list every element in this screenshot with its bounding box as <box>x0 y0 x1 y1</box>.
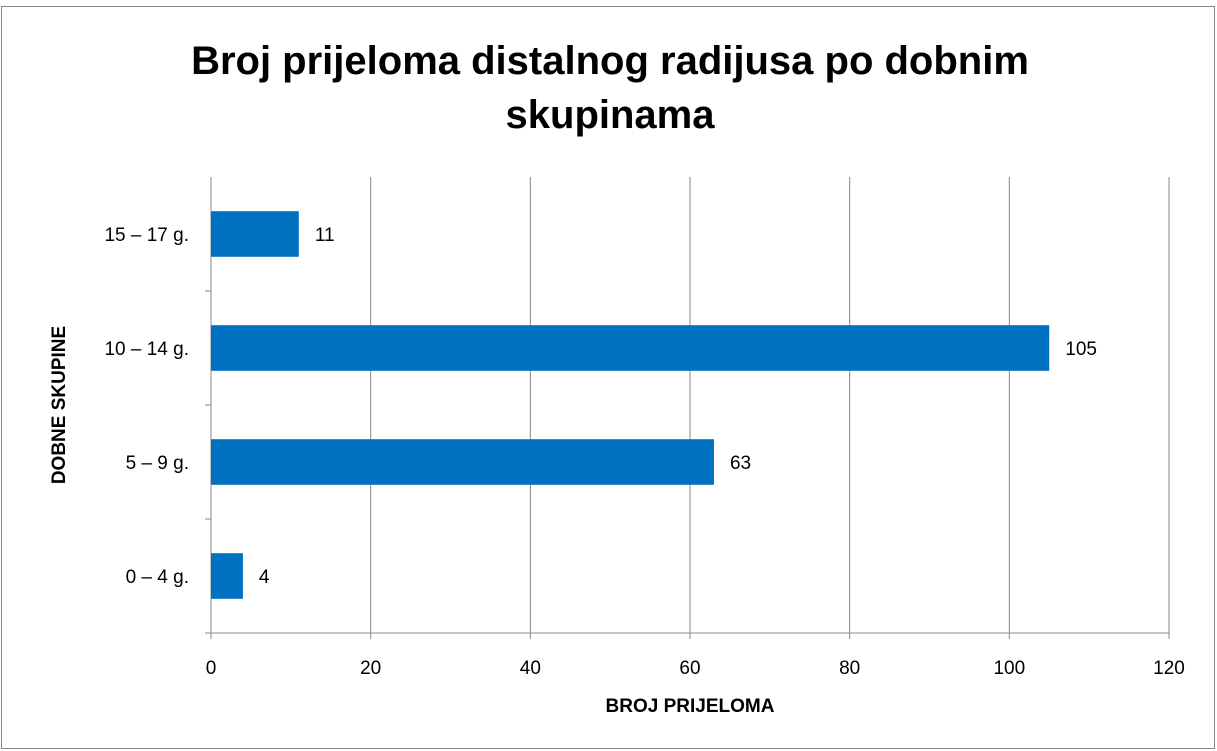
x-tick-label: 60 <box>679 658 700 679</box>
y-tick-label: 0 – 4 g. <box>126 567 189 588</box>
bar <box>211 553 243 599</box>
value-label: 63 <box>730 453 751 474</box>
x-tick-label: 100 <box>993 658 1025 679</box>
bar <box>211 325 1050 371</box>
value-label: 4 <box>259 567 270 588</box>
bar <box>211 211 299 257</box>
x-tick-label: 80 <box>839 658 860 679</box>
bar <box>211 439 714 485</box>
chart-title: Broj prijeloma distalnog radijusa po dob… <box>191 39 1029 137</box>
x-tick-label: 20 <box>360 658 381 679</box>
y-tick-label: 5 – 9 g. <box>126 453 189 474</box>
value-label: 105 <box>1065 339 1097 360</box>
y-axis-label: DOBNE SKUPINE <box>49 326 70 484</box>
x-tick-label: 120 <box>1153 658 1185 679</box>
x-tick-label: 40 <box>520 658 541 679</box>
y-tick-label: 10 – 14 g. <box>104 339 189 360</box>
value-label: 11 <box>315 225 335 246</box>
x-axis-label: BROJ PRIJELOMA <box>606 696 775 717</box>
x-tick-label: 0 <box>206 658 217 679</box>
chart-border <box>1 6 1215 749</box>
y-tick-label: 15 – 17 g. <box>104 225 189 246</box>
